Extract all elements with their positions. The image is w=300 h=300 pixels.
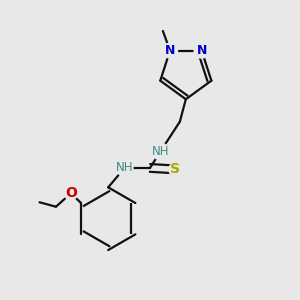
Text: N: N [165, 44, 175, 57]
Circle shape [163, 43, 178, 58]
Text: NH: NH [116, 161, 134, 174]
Circle shape [169, 163, 182, 176]
Text: NH: NH [152, 145, 169, 158]
Circle shape [152, 143, 169, 160]
Text: O: O [65, 186, 77, 200]
Text: N: N [196, 44, 207, 57]
Circle shape [64, 187, 77, 200]
Text: S: S [170, 162, 180, 176]
Circle shape [116, 160, 133, 176]
Circle shape [194, 43, 209, 58]
